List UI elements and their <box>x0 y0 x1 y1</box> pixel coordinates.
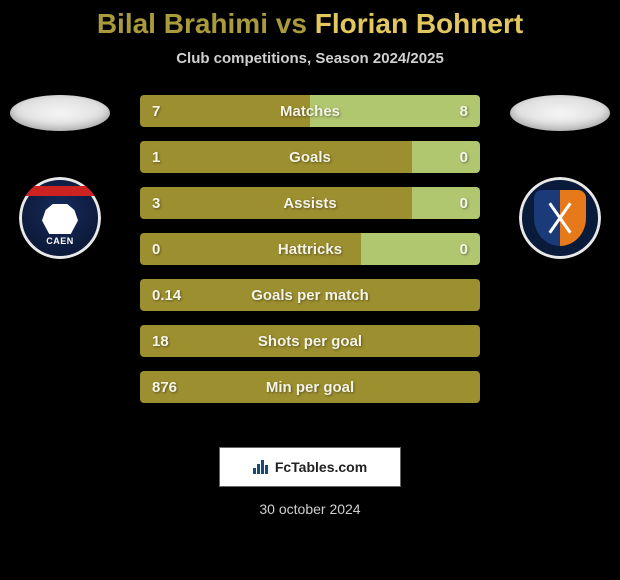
stat-label: Shots per goal <box>140 325 480 357</box>
player2-name: Florian Bohnert <box>315 8 523 39</box>
stat-row: Assists3 0 <box>140 187 480 219</box>
stat-value-right: 0 <box>460 233 468 265</box>
stat-row: Goals1 0 <box>140 141 480 173</box>
stat-value-left: 0.14 <box>152 279 181 311</box>
vs-label: vs <box>276 8 307 39</box>
stat-value-left: 0 <box>152 233 160 265</box>
stat-row: Hattricks0 0 <box>140 233 480 265</box>
stat-label: Hattricks <box>140 233 480 265</box>
date-label: 30 october 2024 <box>0 501 620 517</box>
stat-value-left: 7 <box>152 95 160 127</box>
player1-column: CAEN <box>0 95 120 259</box>
watermark-text: FcTables.com <box>275 459 367 475</box>
comparison-stage: CAEN Matches78Goals10Assists30Hattricks0… <box>0 95 620 425</box>
player1-name: Bilal Brahimi <box>97 8 268 39</box>
stat-value-left: 18 <box>152 325 169 357</box>
player1-club-label: CAEN <box>22 236 98 246</box>
comparison-title: Bilal Brahimi vs Florian Bohnert <box>0 0 620 40</box>
stat-value-left: 876 <box>152 371 177 403</box>
player2-club-badge <box>519 177 601 259</box>
watermark: FcTables.com <box>219 447 401 487</box>
player2-silhouette <box>510 95 610 131</box>
stat-row: Matches7 8 <box>140 95 480 127</box>
stat-value-left: 3 <box>152 187 160 219</box>
player2-column <box>500 95 620 259</box>
watermark-icon <box>253 460 269 474</box>
stat-label: Goals per match <box>140 279 480 311</box>
stat-label: Assists <box>140 187 480 219</box>
stat-value-right: 0 <box>460 141 468 173</box>
stat-bars: Matches78Goals10Assists30Hattricks00Goal… <box>140 95 480 417</box>
stat-label: Min per goal <box>140 371 480 403</box>
stat-value-left: 1 <box>152 141 160 173</box>
stat-label: Goals <box>140 141 480 173</box>
stat-value-right: 0 <box>460 187 468 219</box>
stat-label: Matches <box>140 95 480 127</box>
player1-silhouette <box>10 95 110 131</box>
stat-row: Min per goal876 <box>140 371 480 403</box>
stat-row: Goals per match0.14 <box>140 279 480 311</box>
stat-row: Shots per goal18 <box>140 325 480 357</box>
stat-value-right: 8 <box>460 95 468 127</box>
player1-club-badge: CAEN <box>19 177 101 259</box>
subtitle: Club competitions, Season 2024/2025 <box>0 50 620 67</box>
